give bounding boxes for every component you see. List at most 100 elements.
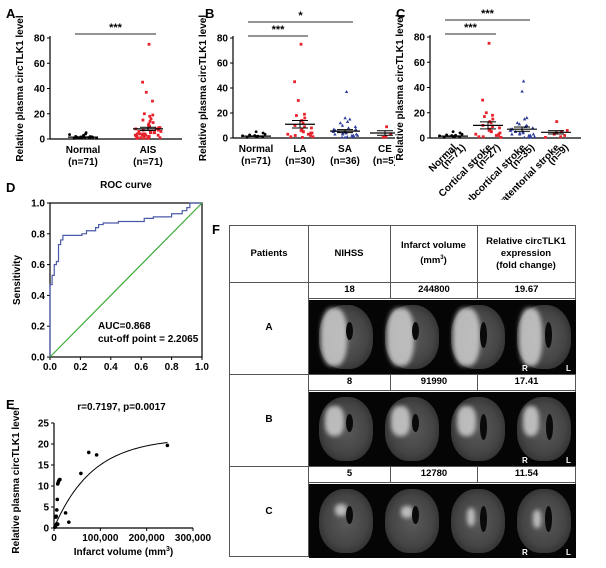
y-tick-label: 1.0 <box>31 199 45 210</box>
data-point <box>156 133 160 137</box>
data-point <box>559 135 563 139</box>
data-point <box>385 125 388 129</box>
data-point <box>309 131 313 135</box>
fit-curve <box>54 441 168 528</box>
right-orientation-label: R <box>522 456 528 465</box>
header-volume-line1: Infarct volume <box>401 240 466 252</box>
data-point <box>286 132 290 136</box>
plot-frame <box>49 202 203 358</box>
data-point <box>301 135 304 139</box>
ventricle <box>546 414 554 440</box>
data-point <box>458 131 462 135</box>
patient-label: C <box>265 506 273 517</box>
y-tick-label: 0 <box>419 134 425 145</box>
data-point <box>497 134 500 137</box>
ventricle <box>545 506 553 532</box>
data-point <box>517 122 522 126</box>
y-axis-label: Sensitivity <box>12 255 23 305</box>
data-point <box>487 129 491 132</box>
data-point <box>525 116 529 120</box>
chart-title: r=0.7197, p=0.0017 <box>77 402 166 413</box>
data-point <box>389 132 393 136</box>
data-point <box>142 136 146 140</box>
data-point <box>340 132 345 136</box>
y-tick-label: 0.0 <box>31 353 45 364</box>
data-point <box>158 136 162 140</box>
data-point <box>296 99 300 102</box>
data-point <box>333 132 337 136</box>
data-point <box>510 132 514 136</box>
data-point <box>147 42 151 46</box>
cell-volume: 244800 <box>390 282 477 299</box>
y-tick-label: 60 <box>414 58 426 69</box>
infarct-lesion <box>457 406 476 436</box>
cell-nihss: 5 <box>308 466 390 483</box>
data-point <box>560 130 564 134</box>
data-point <box>340 123 345 127</box>
data-point <box>354 127 358 131</box>
data-point <box>68 133 71 136</box>
data-point <box>54 515 58 519</box>
y-tick-label: 40 <box>414 83 426 94</box>
data-point <box>67 520 71 524</box>
data-point <box>487 41 491 45</box>
data-point <box>261 131 265 135</box>
data-point <box>343 135 347 139</box>
panel-letter-a: A <box>6 6 16 21</box>
data-point <box>55 522 60 527</box>
cell-nihss: 18 <box>308 282 390 299</box>
chart-title: ROC curve <box>100 180 152 191</box>
data-point <box>381 135 385 139</box>
data-point <box>151 99 154 103</box>
data-point <box>355 133 360 137</box>
y-tick-label: 25 <box>38 419 50 430</box>
data-point <box>55 497 60 502</box>
category-label: Normal <box>239 144 274 155</box>
data-point <box>544 135 547 139</box>
y-tick-label: 0.4 <box>31 291 45 302</box>
panel-letter-c: C <box>396 6 406 21</box>
data-point <box>489 130 493 134</box>
x-tick-label: 0.0 <box>43 362 57 373</box>
y-tick-label: 10 <box>38 482 50 493</box>
y-axis-label: Relative plasma circTLK1 level <box>395 14 406 160</box>
category-n-label: (n=71) <box>241 156 271 167</box>
reference-line <box>49 202 203 358</box>
data-point <box>293 80 296 84</box>
panel-letter-f: F <box>212 222 220 237</box>
data-point <box>531 132 536 136</box>
y-tick-label: 20 <box>217 109 229 120</box>
cell-volume: 91990 <box>390 374 477 391</box>
category-label: LA <box>293 144 306 155</box>
data-point <box>522 135 526 139</box>
data-point <box>144 90 148 94</box>
infarct-lesion <box>321 308 347 366</box>
data-point <box>143 112 146 116</box>
data-point <box>151 121 155 124</box>
data-point <box>136 136 139 140</box>
category-label: CE <box>378 144 392 155</box>
data-point <box>491 117 495 121</box>
data-point <box>144 133 148 137</box>
x-tick-label: 0.4 <box>104 362 118 373</box>
data-point <box>301 130 305 134</box>
significance-label: *** <box>481 8 495 20</box>
infarct-lesion <box>467 508 475 526</box>
panel-letter-e: E <box>6 397 15 412</box>
data-point <box>338 121 343 125</box>
data-point <box>293 124 297 127</box>
infarct-lesion <box>335 504 347 516</box>
data-point <box>141 118 145 122</box>
data-point <box>521 131 525 135</box>
data-point <box>86 450 91 455</box>
y-tick-label: 0.6 <box>31 260 45 271</box>
patient-table: Patients NIHSS Infarct volume (mm3) Rela… <box>229 225 576 558</box>
data-point <box>53 524 58 529</box>
ventricle <box>345 506 353 524</box>
y-tick-label: 0 <box>39 135 45 146</box>
panel-letter-b: B <box>205 6 215 21</box>
y-tick-label: 5 <box>43 503 49 514</box>
significance-label: *** <box>464 22 478 34</box>
ventricle <box>480 414 488 440</box>
data-point <box>149 117 153 121</box>
